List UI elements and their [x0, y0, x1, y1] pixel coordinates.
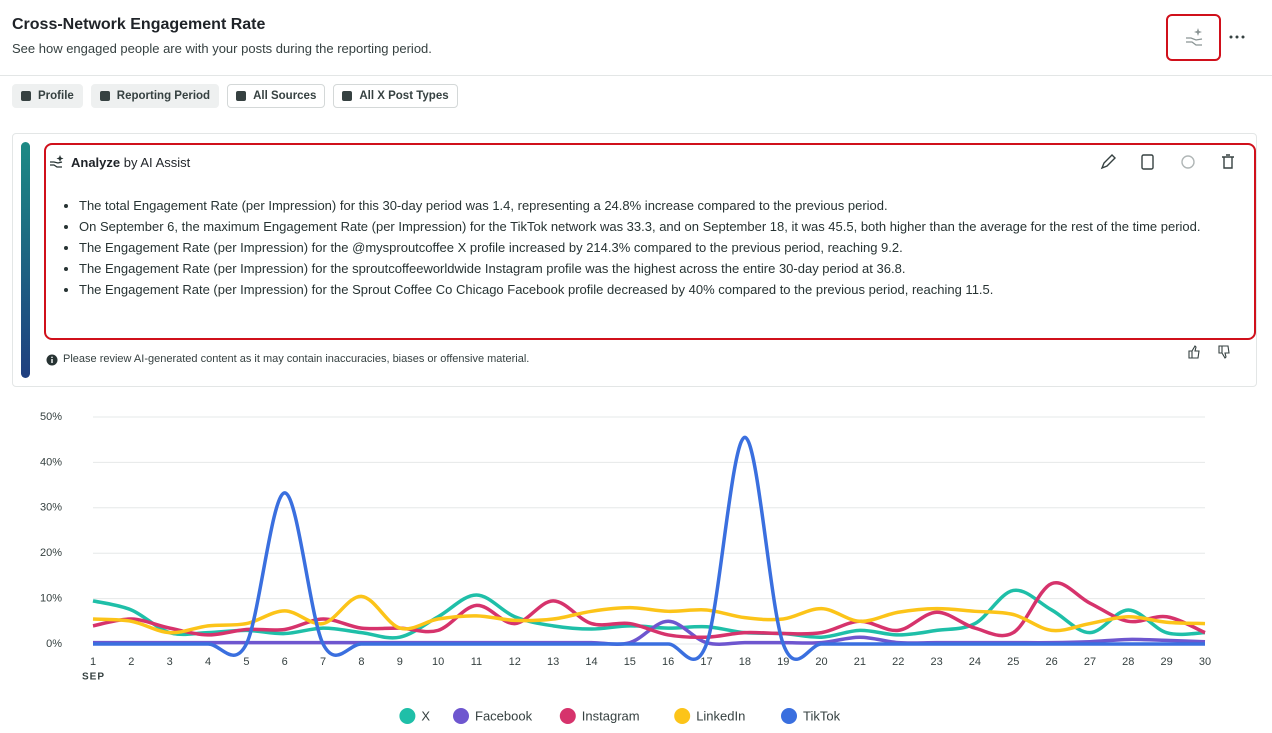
ai-bullet: The Engagement Rate (per Impression) for…: [79, 237, 1239, 258]
x-tick-label: 18: [739, 656, 751, 668]
x-tick-label: 5: [243, 656, 249, 668]
y-tick-label: 20%: [40, 547, 62, 559]
filter-bar: Profile Reporting Period All Sources All…: [12, 84, 458, 108]
chip-label: Profile: [38, 90, 74, 102]
ai-icon: [50, 155, 64, 168]
filter-chip[interactable]: Reporting Period: [90, 84, 220, 108]
x-tick-label: 2: [128, 656, 134, 668]
chip-label: Reporting Period: [116, 90, 211, 102]
copy-button[interactable]: [1141, 154, 1154, 170]
x-tick-label: 19: [777, 656, 789, 668]
legend-label: X: [421, 708, 430, 723]
ai-assist-button[interactable]: [1166, 14, 1221, 61]
widget-title: Cross-Network Engagement Rate: [12, 16, 266, 33]
thumbs-up[interactable]: [1188, 345, 1200, 359]
regenerate-button[interactable]: [1181, 155, 1195, 169]
legend-label: LinkedIn: [696, 708, 745, 723]
x-tick-label: 13: [547, 656, 559, 668]
ai-bullet: The Engagement Rate (per Impression) for…: [79, 258, 1239, 279]
y-tick-label: 10%: [40, 593, 62, 605]
legend-label: Instagram: [582, 708, 640, 723]
x-tick-label: 1: [90, 656, 96, 668]
ai-bullet: The Engagement Rate (per Impression) for…: [79, 279, 1239, 300]
x-tick-label: 28: [1122, 656, 1134, 668]
ai-icon: [1186, 28, 1203, 46]
chip-label: All X Post Types: [359, 90, 449, 102]
ai-heading-bold: Analyze: [71, 155, 121, 170]
ai-bullet: The total Engagement Rate (per Impressio…: [79, 195, 1239, 216]
ai-heading-rest: by AI Assist: [123, 155, 191, 170]
filter-chip[interactable]: All X Post Types: [333, 84, 458, 108]
legend-swatch: [559, 708, 576, 724]
x-tick-label: 10: [432, 656, 444, 668]
ai-bullets: The total Engagement Rate (per Impressio…: [61, 195, 1239, 300]
x-tick-label: 27: [1084, 656, 1096, 668]
info-icon: [46, 354, 58, 366]
widget-subtitle: See how engaged people are with your pos…: [12, 41, 432, 56]
x-tick-label: 30: [1199, 656, 1211, 668]
y-tick-label: 50%: [40, 411, 62, 423]
y-tick-label: 30%: [40, 502, 62, 514]
x-tick-label: 3: [167, 656, 173, 668]
x-tick-label: 24: [969, 656, 981, 668]
ai-heading: Analyze by AI Assist: [71, 155, 190, 170]
x-tick-label: 11: [471, 656, 482, 668]
more-menu[interactable]: [1228, 30, 1248, 44]
x-tick-label: 29: [1161, 656, 1173, 668]
delete-button[interactable]: [1222, 154, 1234, 169]
x-tick-label: 4: [205, 656, 211, 668]
series-line: [93, 435, 1205, 661]
x-tick-label: 9: [397, 656, 403, 668]
legend-label: Facebook: [475, 708, 533, 723]
x-tick-label: 21: [854, 656, 866, 668]
legend-swatch: [781, 708, 797, 724]
legend-label: TikTok: [803, 708, 841, 723]
chip-label: All Sources: [253, 90, 317, 102]
edit-button[interactable]: [1100, 154, 1116, 170]
x-tick-label: 15: [624, 656, 636, 668]
legend-swatch: [399, 708, 416, 724]
ai-card: [12, 133, 1257, 387]
series-line: [92, 594, 1206, 635]
ai-actions: [1100, 154, 1234, 170]
accent-bar: [21, 142, 30, 378]
filter-chip[interactable]: Profile: [12, 84, 83, 108]
legend-swatch: [453, 708, 469, 724]
filter-chip[interactable]: All Sources: [227, 84, 326, 108]
x-tick-label: 6: [282, 656, 288, 668]
legend-swatch: [674, 708, 691, 724]
ai-bullet: On September 6, the maximum Engagement R…: [79, 216, 1239, 237]
series-line: [92, 581, 1206, 640]
feedback: [1188, 345, 1230, 359]
thumbs-down[interactable]: [1218, 345, 1230, 359]
x-tick-label: 16: [662, 656, 674, 668]
x-tick-label: 8: [358, 656, 364, 668]
disclaimer: Please review AI-generated content as it…: [63, 353, 530, 365]
line-chart: 0%10%20%30%40%50%1 2 3 4 5 6 7 8 9 10 11 12 13 14 15 16…: [40, 411, 1211, 724]
highlight-box: [44, 143, 1256, 340]
x-tick-label: 23: [930, 656, 942, 668]
series-line: [92, 588, 1206, 640]
divider: [0, 75, 1272, 76]
x-tick-label: 17: [700, 656, 712, 668]
x-tick-label: 14: [585, 656, 597, 668]
y-tick-label: 0%: [46, 638, 62, 650]
x-tick-label: 25: [1007, 656, 1019, 668]
y-tick-label: 40%: [40, 456, 62, 468]
x-tick-label: 12: [509, 656, 521, 668]
x-axis-label: SEP: [82, 672, 105, 683]
x-tick-label: 7: [320, 656, 326, 668]
x-tick-label: 22: [892, 656, 904, 668]
x-tick-label: 20: [815, 656, 827, 668]
legend: X Facebook Instagram LinkedIn TikTok: [399, 708, 841, 724]
x-tick-label: 26: [1045, 656, 1057, 668]
